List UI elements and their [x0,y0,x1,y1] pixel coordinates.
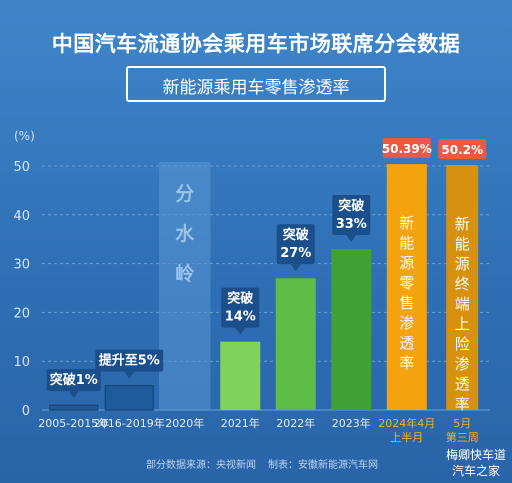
x-tick-label: 2005-2015年 [38,416,109,430]
y-tick-label: 50 [13,160,30,175]
chart-subtitle: 新能源乘用车零售渗透率 [162,78,350,98]
callout-label: 提升至5% [99,353,160,369]
callout-pointer [290,264,301,272]
x-tick-label: 2020年 [165,416,204,430]
x-tick-label: 2021年 [221,416,260,430]
x-tick-label: 2023年 [332,416,371,430]
bars: 新能源零售渗透率 新能源终端上险渗透率 [49,164,479,413]
callout-box [95,349,164,372]
chart-title: 中国汽车流通协会乘用车市场联席分会数据 [51,32,461,56]
bar-0 [49,404,99,411]
callout-box [332,194,371,235]
top-label: 50.2% [441,143,483,157]
x-tick-label: 2016-2019年 [94,416,165,430]
bar-5 [331,248,372,410]
callout-box [276,224,315,265]
callout-pointer [68,391,79,399]
subtitle-frame [126,66,386,102]
callout-pointer [346,234,357,242]
bar-4 [275,278,316,410]
callout-pointer [235,327,246,335]
top-label: 50.39% [382,142,432,156]
bar-7 [446,165,479,410]
y-tick-label: 30 [13,258,30,273]
y-tick-label: 10 [13,355,30,370]
bar-inner-label: 新能源终端上险渗透率 [455,215,470,413]
top-label-box [382,138,431,159]
callout-box [221,287,260,328]
callout-box [46,369,101,392]
callout-label: 突破1% [50,372,98,388]
divider-char: 分 [175,183,194,205]
watershed-divider: 分水岭 [159,162,211,410]
callout-label: 33% [336,217,367,232]
table-producer: 制表：安徽新能源汽车网 [268,460,378,471]
callout-label: 27% [280,246,311,261]
bar-inner-label: 新能源零售渗透率 [399,214,414,372]
watermark-author: 梅卿快车道 [446,448,507,462]
y-tick-label: 20 [13,306,30,321]
bar-1 [104,385,154,411]
x-tick-label: 上半月 [390,430,423,444]
callout-label: 突破 [227,291,253,307]
x-tick-label: 5月 [453,417,471,430]
y-tick-labels: 0 10 20 30 40 50 [13,160,30,419]
divider-char: 水 [175,223,195,245]
x-tick-label: 第三周 [446,430,479,444]
x-tick-label: 2022年 [276,416,315,430]
top-label-box [438,139,487,160]
divider-char: 岭 [175,262,194,285]
callouts: 突破1%提升至5% 突破 14% 突破 27% 突破 33% 50.39% 50.2% [46,138,487,399]
divider-column [159,162,211,410]
y-axis-unit: (%) [14,129,35,143]
bar-3 [220,341,261,410]
y-tick-label: 40 [13,209,30,224]
callout-label: 14% [225,310,256,325]
callout-label: 突破 [283,227,309,243]
x-tick-label: 2024年4月 [378,416,435,430]
bar-6 [386,164,427,410]
callout-pointer [124,371,135,379]
watermark-site: 汽车之家 [452,464,501,478]
y-tick-label: 0 [22,404,30,419]
callout-label: 突破 [338,198,364,214]
data-source: 部分数据来源：央视新闻 [146,460,256,471]
